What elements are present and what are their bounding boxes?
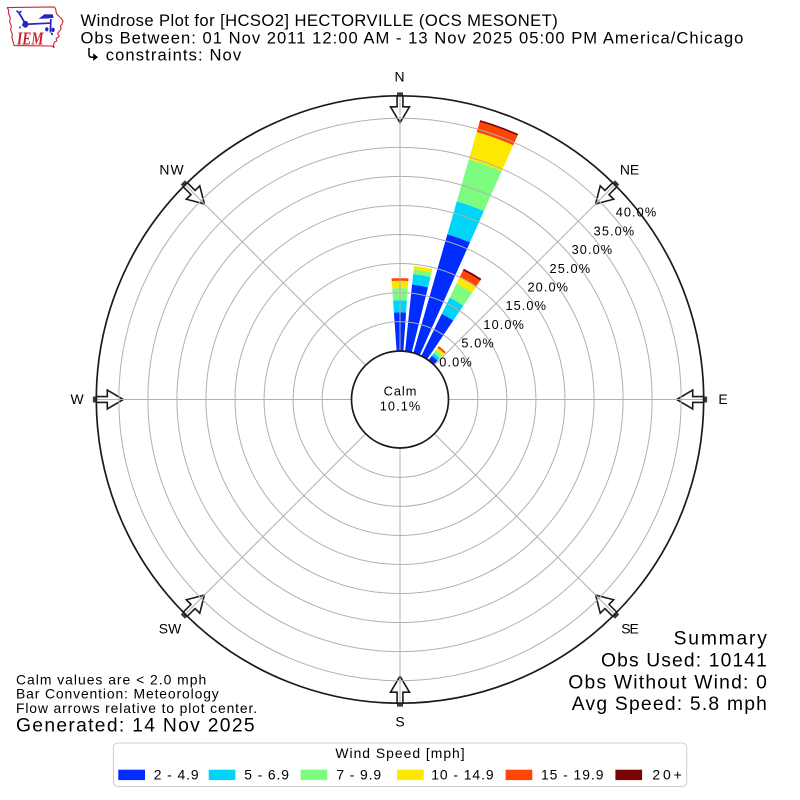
svg-text:5 - 6.9: 5 - 6.9 xyxy=(244,766,289,782)
svg-text:Wind Speed [mph]: Wind Speed [mph] xyxy=(335,745,464,761)
svg-text:35.0%: 35.0% xyxy=(594,223,635,238)
svg-text:7 - 9.9: 7 - 9.9 xyxy=(336,766,381,782)
svg-text:25.0%: 25.0% xyxy=(550,261,591,276)
svg-text:Windrose Plot for [HCSO2] HECT: Windrose Plot for [HCSO2] HECTORVILLE (O… xyxy=(81,11,558,30)
svg-text:S: S xyxy=(395,713,404,729)
svg-text:N: N xyxy=(394,69,404,85)
svg-text:Obs Used: 10141: Obs Used: 10141 xyxy=(601,651,767,672)
svg-text:15 - 19.9: 15 - 19.9 xyxy=(541,766,604,782)
svg-text:10.1%: 10.1% xyxy=(380,398,421,413)
svg-text:15.0%: 15.0% xyxy=(505,298,546,313)
svg-text:SW: SW xyxy=(159,620,182,636)
svg-text:IEM: IEM xyxy=(16,29,44,49)
svg-text:Avg Speed: 5.8 mph: Avg Speed: 5.8 mph xyxy=(572,694,767,715)
svg-text:Calm: Calm xyxy=(384,383,417,398)
svg-text:30.0%: 30.0% xyxy=(572,242,613,257)
svg-text:10.0%: 10.0% xyxy=(483,317,524,332)
svg-text:10 - 14.9: 10 - 14.9 xyxy=(431,766,494,782)
svg-text:2 - 4.9: 2 - 4.9 xyxy=(154,766,199,782)
svg-text:SE: SE xyxy=(621,620,639,636)
svg-text:20.0%: 20.0% xyxy=(528,280,569,295)
svg-text:Obs Between: 01 Nov 2011 12:00: Obs Between: 01 Nov 2011 12:00 AM - 13 N… xyxy=(81,28,744,47)
svg-text:constraints: Nov: constraints: Nov xyxy=(106,46,242,65)
svg-text:E: E xyxy=(718,391,727,407)
svg-text:NW: NW xyxy=(159,162,184,178)
svg-text:20+: 20+ xyxy=(652,766,681,782)
svg-text:Obs Without Wind: 0: Obs Without Wind: 0 xyxy=(568,672,767,693)
svg-text:Calm values are < 2.0 mph: Calm values are < 2.0 mph xyxy=(16,671,206,687)
svg-text:Summary: Summary xyxy=(674,629,768,650)
svg-text:0.0%: 0.0% xyxy=(439,354,471,369)
svg-text:W: W xyxy=(70,391,84,407)
svg-text:Bar Convention: Meteorology: Bar Convention: Meteorology xyxy=(16,686,219,702)
svg-text:5.0%: 5.0% xyxy=(461,336,493,351)
svg-text:Generated: 14 Nov 2025: Generated: 14 Nov 2025 xyxy=(16,716,255,737)
svg-text:40.0%: 40.0% xyxy=(616,205,657,220)
svg-text:NE: NE xyxy=(620,162,639,178)
svg-text:Flow arrows relative to plot c: Flow arrows relative to plot center. xyxy=(16,700,257,716)
